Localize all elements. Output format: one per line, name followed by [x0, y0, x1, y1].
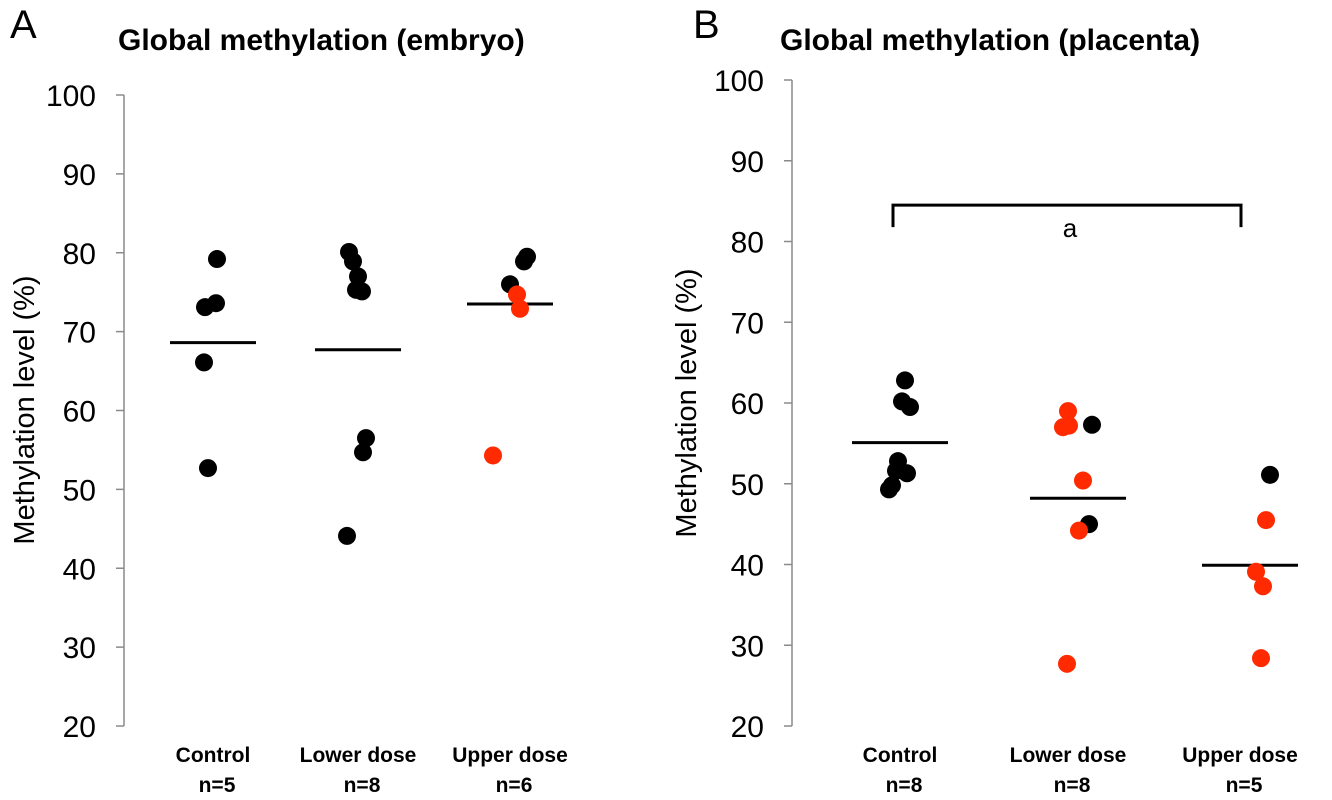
- y-tick-label: 100: [46, 80, 96, 113]
- category-n-label: n=6: [496, 774, 533, 797]
- y-tick-label: 20: [731, 711, 764, 744]
- y-tick-label: 30: [731, 630, 764, 663]
- data-point: [1252, 649, 1270, 668]
- category-n-label: n=8: [886, 774, 923, 797]
- bracket-line: [891, 203, 1243, 228]
- y-ticks: 100 90 80 70 60 50 40 30 20: [714, 65, 764, 744]
- significance-bracket: a: [891, 203, 1243, 243]
- panel-b: B Global methylation (placenta) Methylat…: [671, 3, 1298, 797]
- x-categories: Control n=5 Lower dose n=8 Upper dose n=6: [176, 744, 568, 797]
- y-tick-label: 80: [63, 238, 96, 271]
- chart-title: Global methylation (embryo): [118, 24, 525, 57]
- chart-title: Global methylation (placenta): [780, 24, 1200, 57]
- data-point: [511, 299, 529, 318]
- data-point: [1254, 577, 1272, 596]
- category-n-label: n=8: [344, 774, 381, 797]
- data-point: [484, 446, 502, 465]
- data-point: [357, 429, 375, 448]
- category-label: Control: [176, 744, 251, 767]
- data-point: [1074, 471, 1092, 490]
- category-label: Lower dose: [300, 744, 417, 767]
- category-label: Lower dose: [1010, 744, 1127, 767]
- y-tick-label: 60: [63, 396, 96, 429]
- data-point: [508, 285, 526, 304]
- y-tick-label: 60: [731, 388, 764, 421]
- data-point: [1058, 654, 1076, 673]
- mean-lines: [170, 302, 553, 352]
- category-label: Control: [863, 744, 938, 767]
- y-tick-label: 100: [714, 65, 764, 98]
- data-point: [896, 371, 914, 390]
- data-point: [1257, 511, 1275, 530]
- data-point: [195, 353, 213, 372]
- data-point: [880, 480, 898, 499]
- y-tick-label: 50: [731, 469, 764, 502]
- y-tick-label: 70: [731, 307, 764, 340]
- y-tick-label: 80: [731, 227, 764, 260]
- significance-label: a: [1063, 213, 1078, 243]
- data-point: [353, 282, 371, 301]
- data-point: [515, 252, 533, 271]
- y-axis: [784, 79, 793, 727]
- data-point: [1059, 402, 1077, 421]
- category-n-label: n=5: [1226, 774, 1263, 797]
- data-points: [880, 371, 1279, 673]
- y-tick-label: 90: [63, 159, 96, 192]
- y-axis-label: Methylation level (%): [9, 275, 41, 544]
- data-point: [1083, 415, 1101, 434]
- data-point: [901, 398, 919, 417]
- category-label: Upper dose: [452, 744, 568, 767]
- y-tick-label: 70: [63, 317, 96, 350]
- category-label: Upper dose: [1182, 744, 1298, 767]
- category-n-label: n=5: [199, 774, 236, 797]
- y-tick-label: 40: [63, 553, 96, 586]
- y-tick-label: 20: [63, 711, 96, 744]
- data-point: [344, 252, 362, 271]
- y-tick-label: 90: [731, 146, 764, 179]
- data-point: [196, 298, 214, 317]
- y-tick-label: 30: [63, 632, 96, 665]
- data-point: [199, 459, 217, 478]
- y-tick-label: 40: [731, 550, 764, 583]
- panel-letter: B: [693, 3, 720, 47]
- data-point: [1070, 521, 1088, 540]
- data-point: [354, 443, 372, 462]
- y-tick-label: 50: [63, 474, 96, 507]
- y-axis: [116, 94, 125, 727]
- panel-letter: A: [10, 3, 37, 47]
- y-ticks: 100 90 80 70 60 50 40 30 20: [46, 80, 96, 744]
- mean-lines: [852, 441, 1298, 567]
- data-point: [338, 526, 356, 545]
- category-n-label: n=8: [1054, 774, 1091, 797]
- data-point: [1247, 562, 1265, 581]
- data-point: [349, 267, 367, 286]
- x-categories: Control n=8 Lower dose n=8 Upper dose n=5: [863, 744, 1298, 797]
- data-point: [898, 464, 916, 483]
- data-point: [208, 250, 226, 269]
- y-axis-label: Methylation level (%): [671, 268, 703, 537]
- panel-a: A Global methylation (embryo) Methylatio…: [9, 3, 568, 797]
- data-points: [195, 242, 536, 545]
- data-point: [1060, 416, 1078, 435]
- data-point: [1261, 465, 1279, 484]
